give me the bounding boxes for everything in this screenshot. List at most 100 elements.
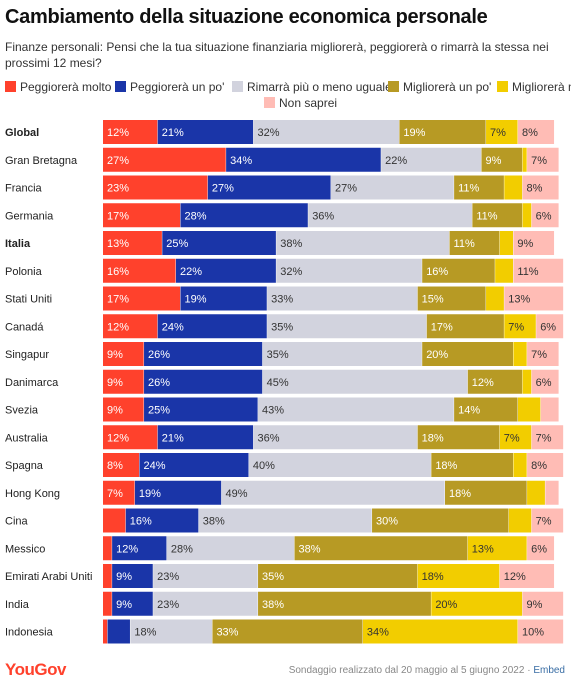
bar-segment-non-saprei xyxy=(522,591,564,616)
bar-segment-peggiorera-un-po xyxy=(125,508,199,533)
data-label: 8% xyxy=(522,127,538,139)
category-label: Italia xyxy=(5,238,31,250)
bar-segment-peggiorera-un-po xyxy=(157,425,254,450)
bar-segment-peggiorera-un-po xyxy=(112,591,153,616)
data-label: 7% xyxy=(490,127,506,139)
category-label: Francia xyxy=(5,183,43,195)
bar-segment-migliorera-un-po xyxy=(454,397,518,422)
bar-segment-migliorera-molto xyxy=(467,536,527,561)
data-label: 8% xyxy=(107,460,123,472)
bar-segment-migliorera-un-po xyxy=(481,147,523,172)
legend-label: Peggiorerà un po' xyxy=(130,80,225,94)
legend-item-peggiorera-molto: Peggiorerà molto xyxy=(5,79,111,95)
bar-segment-migliorera-molto xyxy=(431,591,523,616)
data-label: 12% xyxy=(107,432,129,444)
legend-label: Migliorerà un po' xyxy=(403,80,492,94)
bar-segment-migliorera-un-po xyxy=(399,120,486,144)
bar-row-germania: Germania 17% 28% 36% 11% 6% xyxy=(5,203,559,228)
data-label: 7% xyxy=(504,432,520,444)
category-label: Stati Uniti xyxy=(5,294,52,306)
data-label: 38% xyxy=(280,238,302,250)
data-label: 19% xyxy=(403,127,425,139)
data-label: 18% xyxy=(134,627,156,639)
bar-segment-peggiorera-molto xyxy=(103,369,144,394)
data-label: 11% xyxy=(454,238,475,250)
data-label: 7% xyxy=(531,349,547,361)
bar-segment-migliorera-molto xyxy=(362,619,518,644)
bar-segment-peggiorera-un-po xyxy=(134,480,222,505)
bar-segment-migliorera-un-po xyxy=(294,536,468,561)
bar-segment-migliorera-un-po xyxy=(445,480,527,505)
bar-segment-migliorera-molto xyxy=(486,120,518,144)
chart-subtitle: Finanze personali: Pensi che la tua situ… xyxy=(5,40,549,70)
bar-row-australia: Australia 12% 21% 36% 18% 7% 7% xyxy=(5,425,564,450)
data-label: 32% xyxy=(280,266,302,278)
bar-segment-migliorera-molto xyxy=(508,508,532,533)
bar-segment-rimarra-piu-o-meno-uguale xyxy=(166,536,295,561)
bar-row-canada: Canadá 12% 24% 35% 17% 7% 6% xyxy=(5,314,564,339)
bar-segment-peggiorera-molto xyxy=(103,203,181,228)
data-label: 22% xyxy=(385,155,407,167)
data-label: 16% xyxy=(130,516,152,528)
data-label: 25% xyxy=(148,405,170,417)
data-label: 22% xyxy=(180,266,202,278)
data-label: 23% xyxy=(157,599,179,611)
bar-row-stati-uniti: Stati Uniti 17% 19% 33% 15% 13% xyxy=(5,286,564,311)
data-label: 49% xyxy=(226,488,248,500)
bar-segment-migliorera-molto xyxy=(499,231,513,255)
category-label: Spagna xyxy=(5,460,44,472)
data-label: 9% xyxy=(116,571,132,583)
bar-segment-migliorera-molto xyxy=(527,480,545,505)
data-label: 8% xyxy=(531,460,547,472)
data-label: 34% xyxy=(230,155,252,167)
bar-segment-non-saprei xyxy=(527,342,559,366)
data-label: 36% xyxy=(257,432,279,444)
data-label: 27% xyxy=(335,183,357,195)
category-label: Danimarca xyxy=(5,377,59,389)
data-label: 27% xyxy=(212,183,234,195)
data-label: 9% xyxy=(485,155,501,167)
data-label: 45% xyxy=(267,377,289,389)
data-label: 20% xyxy=(426,349,448,361)
data-label: 33% xyxy=(216,627,238,639)
bar-segment-rimarra-piu-o-meno-uguale xyxy=(248,453,431,477)
bar-row-danimarca: Danimarca 9% 26% 45% 12% 6% xyxy=(5,369,559,394)
source-text: Sondaggio realizzato dal 20 maggio al 5 … xyxy=(288,665,534,676)
bar-segment-migliorera-un-po xyxy=(426,314,504,339)
data-label: 16% xyxy=(107,266,129,278)
bar-segment-non-saprei xyxy=(527,453,564,477)
bar-segment-rimarra-piu-o-meno-uguale xyxy=(308,203,472,228)
legend-swatch xyxy=(388,81,399,92)
data-label: 35% xyxy=(267,349,289,361)
data-label: 19% xyxy=(139,488,161,500)
bar-segment-non-saprei xyxy=(513,258,564,283)
bar-segment-rimarra-piu-o-meno-uguale xyxy=(267,286,418,311)
bar-segment-peggiorera-molto xyxy=(103,147,226,172)
data-label: 35% xyxy=(262,571,284,583)
data-label: 7% xyxy=(531,155,547,167)
bar-segment-peggiorera-molto xyxy=(103,258,176,283)
bar-segment-peggiorera-un-po xyxy=(180,203,308,228)
data-label: 33% xyxy=(271,294,293,306)
data-label: 17% xyxy=(107,294,129,306)
data-label: 21% xyxy=(162,127,184,139)
bar-segment-migliorera-un-po xyxy=(422,342,513,366)
bar-segment-peggiorera-molto xyxy=(103,120,158,144)
bar-segment-migliorera-un-po xyxy=(449,231,500,255)
legend-swatch xyxy=(232,81,243,92)
bar-segment-non-saprei xyxy=(513,231,555,255)
bar-segment-migliorera-molto xyxy=(522,369,532,394)
data-label: 17% xyxy=(431,321,453,333)
category-label: Polonia xyxy=(5,266,43,278)
bar-segment-migliorera-un-po xyxy=(422,258,495,283)
bar-segment-peggiorera-molto xyxy=(103,425,158,450)
data-label: 20% xyxy=(435,599,457,611)
bar-segment-migliorera-un-po xyxy=(472,203,523,228)
embed-link[interactable]: Embed xyxy=(533,665,565,676)
bar-segment-rimarra-piu-o-meno-uguale xyxy=(331,175,454,200)
data-label: 9% xyxy=(107,405,123,417)
data-label: 12% xyxy=(107,127,129,139)
category-label: Indonesia xyxy=(5,627,54,639)
legend-item-peggiorera-un-po: Peggiorerà un po' xyxy=(115,79,224,95)
bar-segment-non-saprei xyxy=(531,508,564,533)
